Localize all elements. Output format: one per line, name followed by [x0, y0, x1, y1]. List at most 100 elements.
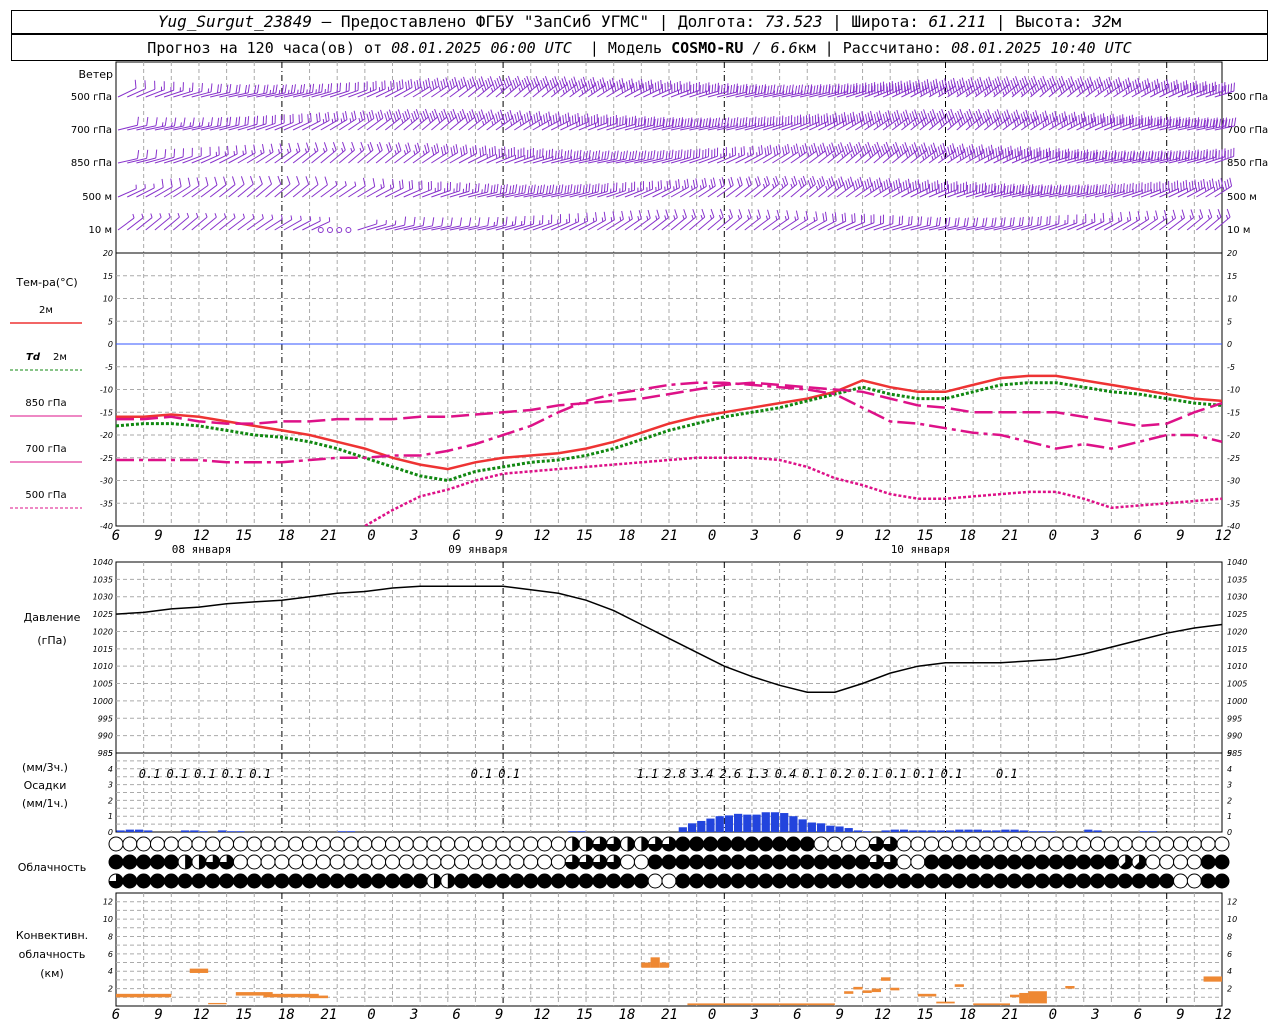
wind-barb-half-feather: [205, 212, 208, 218]
cloud-symbol: [191, 854, 207, 870]
precip-bar: [687, 823, 697, 832]
wind-barb: [735, 145, 754, 164]
wind-barb-feather: [643, 116, 646, 125]
wind-barb-feather: [1190, 209, 1195, 218]
wind-barb-feather: [640, 116, 643, 126]
wind-barb-shaft: [495, 224, 516, 231]
wind-barb-feather: [545, 185, 549, 195]
precip-bar: [982, 830, 992, 832]
wind-barb-feather: [144, 80, 146, 89]
wind-barb-feather: [259, 175, 263, 185]
wind-barb: [827, 83, 849, 98]
wind-barb-feather: [1023, 111, 1027, 121]
wind-barb-feather: [665, 209, 669, 218]
cloud-symbol-fill: [447, 874, 455, 888]
wind-barb-feather: [956, 146, 960, 156]
wind-barb-shaft: [1085, 158, 1106, 164]
wind-barb-shaft: [458, 191, 479, 198]
wind-barb: [633, 209, 651, 231]
wind-barb: [772, 115, 793, 131]
wind-barb: [302, 83, 324, 98]
wind-barb: [385, 79, 404, 98]
wind-barb-feather: [885, 149, 890, 159]
cloud-symbol-fill: [627, 837, 635, 852]
wind-barb-shaft: [1196, 216, 1213, 231]
lon-label: Долгота:: [678, 12, 765, 31]
wind-barb: [744, 116, 766, 131]
wind-barb-feather: [776, 85, 779, 95]
wind-barb-feather: [708, 85, 711, 94]
wind-barb-feather: [440, 146, 444, 156]
y-tick-label-left: 1030: [93, 593, 113, 602]
cloud-symbol: [758, 836, 774, 852]
wind-barb-shaft: [366, 88, 386, 98]
wind-barb: [1094, 212, 1114, 231]
wind-barb-shaft: [1076, 120, 1095, 131]
wind-barb: [845, 213, 866, 231]
wind-barb-shaft: [716, 125, 737, 131]
wind-barb-feather: [947, 118, 952, 127]
cloud-symbol: [689, 873, 705, 889]
wind-barb: [596, 77, 615, 98]
wind-barb-feather: [570, 184, 573, 193]
wind-barb-feather: [532, 215, 535, 225]
precip-total-label: 1.3: [747, 767, 769, 781]
wind-barb-feather: [1067, 148, 1070, 158]
wind-barb-feather: [1203, 178, 1206, 188]
wind-barb-feather: [917, 179, 920, 188]
wind-barb-feather: [468, 217, 472, 227]
y-tick-label-right: 6: [1227, 950, 1232, 959]
wind-barb-feather: [485, 79, 489, 89]
wind-barb: [1020, 110, 1039, 131]
wind-barb-feather: [948, 217, 951, 226]
wind-barb-feather: [1068, 85, 1072, 95]
wind-barb-feather: [256, 115, 259, 125]
wind-barb-feather: [809, 84, 813, 93]
wind-barb: [338, 110, 357, 131]
x-tick-label-temp: 18: [959, 528, 976, 544]
cloud-symbol: [1062, 836, 1078, 852]
wind-barb: [1168, 80, 1188, 98]
wind-barb: [1113, 150, 1135, 164]
wind-barb-feather: [557, 112, 561, 121]
wind-barb-feather: [1073, 111, 1077, 121]
wind-barb: [486, 184, 508, 198]
cloud-symbol-fill: [1062, 855, 1077, 869]
wind-barb-feather: [1046, 115, 1050, 125]
wind-barb-feather: [1070, 83, 1075, 93]
wind-barb-feather: [834, 212, 837, 221]
cloud-symbol: [1007, 836, 1023, 852]
wind-barb: [1187, 149, 1208, 164]
wind-barb-feather: [1233, 82, 1235, 92]
cloud-symbol-fill: [344, 874, 359, 888]
cloud-symbol-fill: [993, 874, 1008, 888]
wind-barb-shaft: [403, 150, 421, 164]
wind-barb-feather: [1156, 116, 1159, 126]
y-tick-label-right: 8: [1227, 932, 1232, 941]
wind-barb-shaft: [698, 155, 718, 164]
wind-barb-feather: [726, 83, 729, 92]
wind-barb-feather: [533, 184, 536, 194]
wind-barb-feather: [1033, 83, 1038, 93]
wind-barb-feather: [613, 151, 616, 160]
wind-barb-feather: [760, 117, 763, 126]
wind-barb-shaft: [882, 223, 903, 231]
wind-barb-feather: [791, 177, 796, 187]
wind-barb-feather: [982, 218, 985, 227]
wind-barb-feather: [1089, 185, 1092, 194]
wind-barb: [154, 148, 176, 164]
wind-barb: [237, 176, 254, 198]
wind-barb-feather: [1150, 115, 1152, 125]
wind-barb: [633, 79, 653, 98]
wind-barb-feather: [711, 118, 715, 128]
wind-barb-shaft: [984, 153, 1003, 164]
wind-barb-shaft: [541, 192, 562, 198]
wind-barb: [1140, 115, 1162, 131]
wind-barb-half-feather: [1144, 90, 1146, 95]
wind-barb-feather: [469, 78, 473, 87]
wind-barb: [1150, 79, 1169, 98]
wind-barb-shaft: [495, 155, 515, 164]
wind-barb: [514, 110, 532, 131]
cloud-symbol-fill: [744, 837, 759, 851]
wind-barb-shaft: [1113, 219, 1131, 231]
